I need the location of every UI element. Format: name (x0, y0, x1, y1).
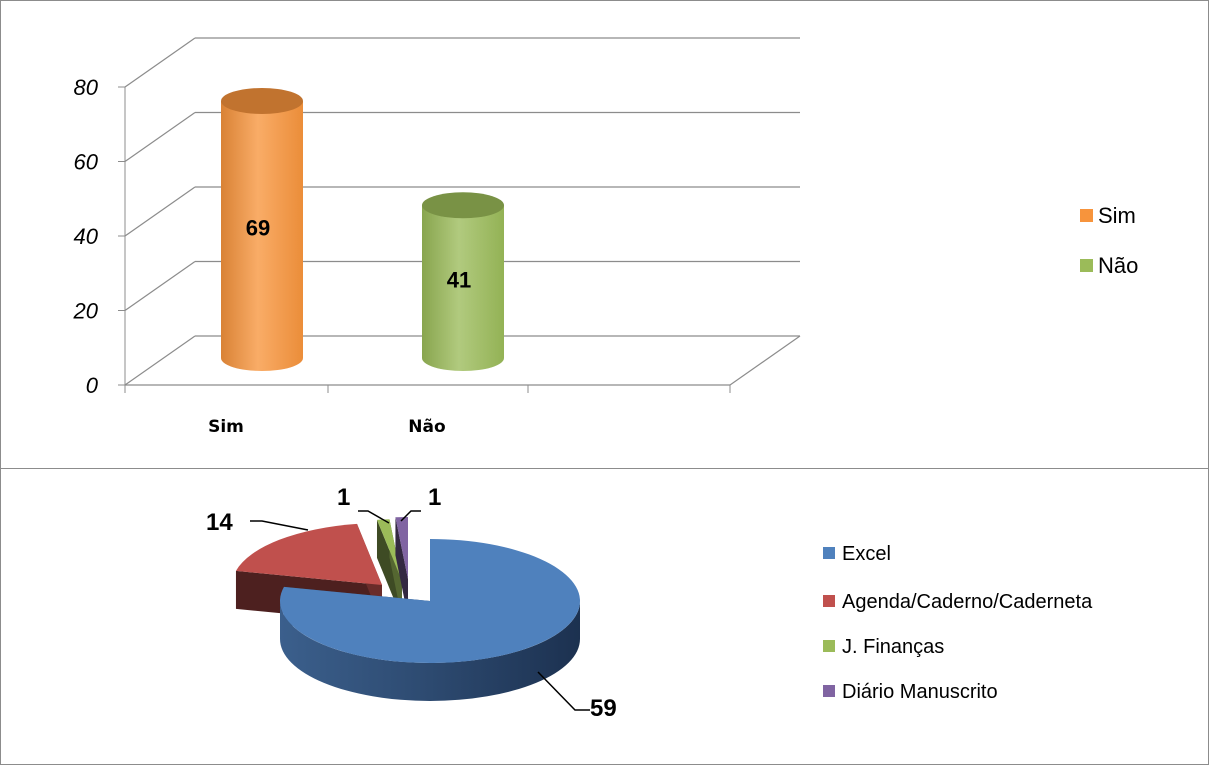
y-tick-label: 80 (74, 75, 99, 100)
gridline-side (124, 37, 196, 88)
bar-legend: Sim Não (1080, 203, 1138, 278)
bar-data-label: 69 (246, 215, 270, 240)
legend-swatch (1080, 209, 1093, 222)
gridline-side (124, 186, 196, 237)
y-tick-label: 0 (86, 373, 99, 398)
bar-data-label: 41 (447, 268, 471, 293)
y-tick-label: 60 (74, 150, 99, 175)
bar-x-categories: Sim Não (208, 417, 446, 437)
bar-cylinder-top (221, 87, 303, 114)
legend-swatch (1080, 259, 1093, 272)
y-tick-label: 20 (73, 299, 99, 324)
y-tick-label: 40 (74, 224, 99, 249)
floor-right-edge (729, 335, 801, 386)
x-category-label: Sim (208, 417, 244, 437)
x-category-label: Não (408, 417, 445, 437)
legend-label: Não (1098, 253, 1138, 278)
legend-label: Sim (1098, 203, 1136, 228)
bar-cylinder (221, 100, 303, 371)
gridline-side (124, 335, 196, 386)
bar-y-ticks: 0 20 40 60 80 (73, 75, 99, 398)
bar-data-labels: 69 41 (246, 215, 471, 292)
bar-cylinder-top (422, 192, 504, 219)
bar-series (221, 87, 504, 371)
gridline-side (124, 112, 196, 162)
bar-chart: 0 20 40 60 80 69 41 Sim Não Sim Não (73, 37, 1138, 437)
gridline-side (124, 261, 196, 311)
bar-cylinder (422, 205, 504, 371)
chart-divider (0, 468, 1209, 469)
